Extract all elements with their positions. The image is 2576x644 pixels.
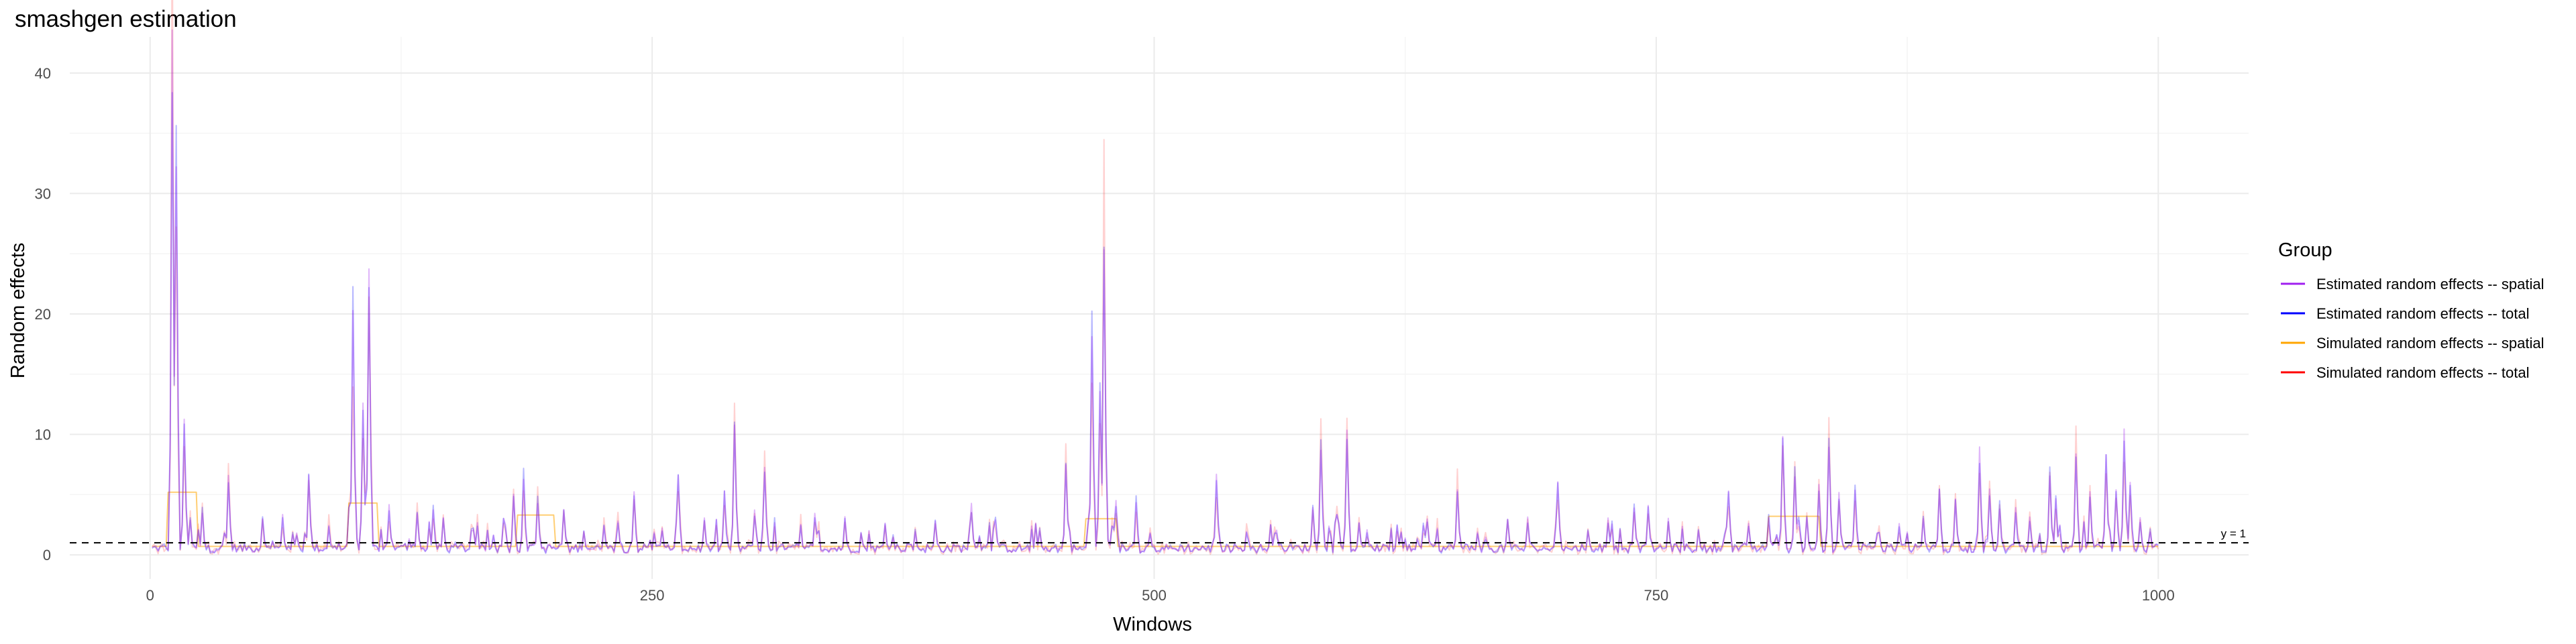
- series-estimated-total: [152, 92, 2159, 554]
- y-tick-label: 20: [35, 306, 51, 323]
- x-tick-label: 750: [1644, 587, 1669, 604]
- x-tick-label: 500: [1142, 587, 1167, 604]
- x-tick-label: 250: [640, 587, 665, 604]
- y-axis-title: Random effects: [7, 243, 29, 379]
- axis-labels: 0 250 500 750 1000 0 10 20 30 40: [35, 65, 2175, 604]
- series-layer: [151, 0, 2159, 555]
- series-simulated-spatial: [152, 491, 2159, 547]
- series-simulated-total: [151, 0, 2159, 555]
- legend-label: Simulated random effects -- spatial: [2316, 335, 2544, 352]
- legend-label: Estimated random effects -- spatial: [2316, 276, 2544, 292]
- y-tick-label: 30: [35, 185, 51, 202]
- chart-title: smashgen estimation: [15, 6, 237, 32]
- legend-label: Estimated random effects -- total: [2316, 305, 2530, 322]
- reference-layer: y = 1: [70, 527, 2249, 544]
- y-tick-label: 0: [43, 547, 51, 564]
- y-tick-label: 40: [35, 65, 51, 82]
- legend-title: Group: [2278, 239, 2332, 261]
- x-axis-title: Windows: [1113, 614, 1192, 635]
- legend: Group Estimated random effects -- spatia…: [2278, 239, 2544, 381]
- legend-label: Simulated random effects -- total: [2316, 364, 2530, 381]
- y-tick-label: 10: [35, 427, 51, 443]
- x-tick-label: 0: [146, 587, 154, 604]
- grid: [70, 37, 2249, 579]
- reference-line-label: y = 1: [2221, 527, 2246, 540]
- series-estimated-spatial: [152, 29, 2159, 554]
- x-tick-label: 1000: [2142, 587, 2175, 604]
